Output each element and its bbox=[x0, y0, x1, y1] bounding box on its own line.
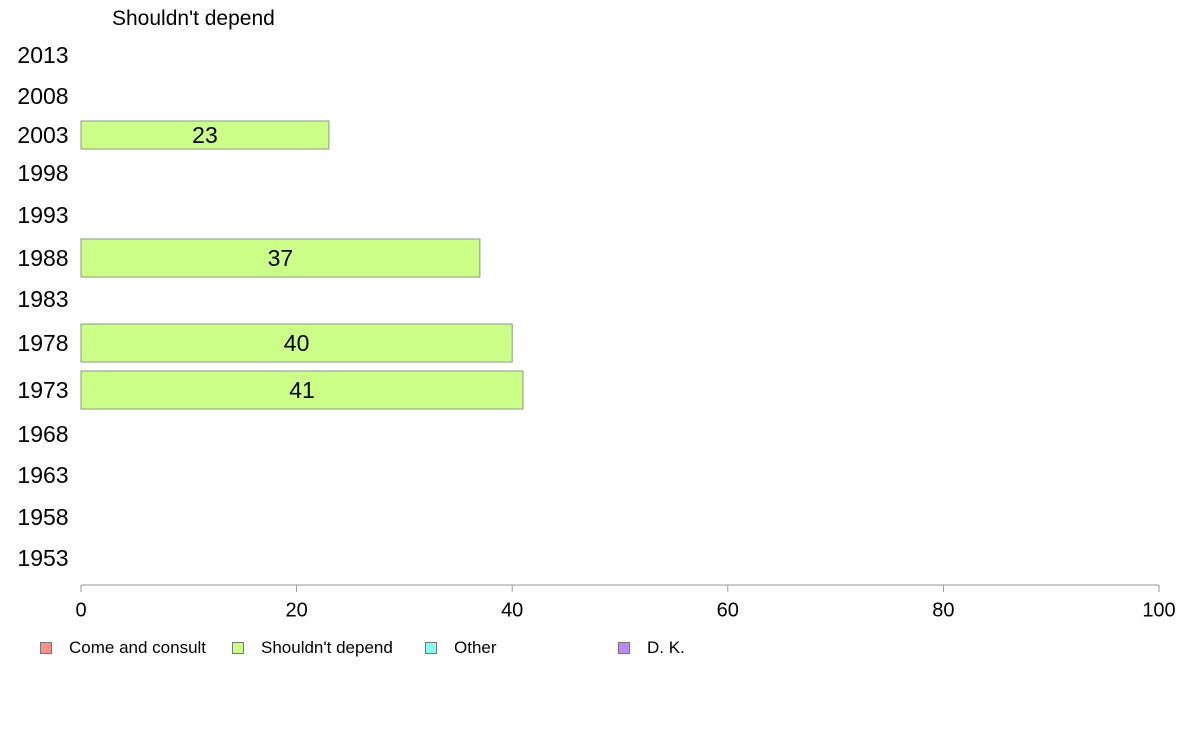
x-tick-label: 20 bbox=[285, 599, 307, 621]
y-tick-label: 2003 bbox=[17, 122, 68, 148]
bar bbox=[80, 238, 481, 278]
bar bbox=[80, 323, 513, 363]
x-tick-label: 80 bbox=[932, 599, 954, 621]
data-label: 23 bbox=[192, 122, 218, 148]
y-tick-label: 1968 bbox=[17, 421, 68, 447]
chart-title: Shouldn't depend bbox=[112, 7, 275, 30]
y-tick-label: 1993 bbox=[17, 202, 68, 228]
y-tick-label: 2013 bbox=[17, 42, 68, 68]
legend-item: D. K. bbox=[618, 638, 685, 658]
data-label: 41 bbox=[289, 377, 315, 403]
x-tick-label: 60 bbox=[717, 599, 739, 621]
legend: Come and consult Shouldn't depend Other D. … bbox=[0, 638, 1188, 662]
y-tick-label: 1998 bbox=[17, 160, 68, 186]
legend-item: Other bbox=[425, 638, 497, 658]
data-label: 40 bbox=[284, 330, 310, 356]
bar bbox=[80, 370, 524, 410]
legend-label: D. K. bbox=[647, 638, 685, 657]
y-tick-label: 1963 bbox=[17, 462, 68, 488]
y-tick-label: 1988 bbox=[17, 245, 68, 271]
y-tick-label: 1953 bbox=[17, 545, 68, 571]
legend-swatch bbox=[425, 642, 437, 654]
bar bbox=[80, 120, 330, 150]
legend-item: Come and consult bbox=[40, 638, 206, 658]
legend-label: Shouldn't depend bbox=[261, 638, 393, 657]
legend-swatch bbox=[40, 642, 52, 654]
legend-item: Shouldn't depend bbox=[232, 638, 393, 658]
x-tick-label: 40 bbox=[501, 599, 523, 621]
legend-swatch bbox=[618, 642, 630, 654]
y-tick-label: 1958 bbox=[17, 504, 68, 530]
x-tick-label: 0 bbox=[75, 599, 86, 621]
y-tick-label: 2008 bbox=[17, 83, 68, 109]
y-tick-label: 1978 bbox=[17, 330, 68, 356]
y-tick-label: 1983 bbox=[17, 286, 68, 312]
x-tick-label: 100 bbox=[1142, 599, 1175, 621]
legend-label: Other bbox=[454, 638, 497, 657]
data-label: 37 bbox=[268, 245, 294, 271]
legend-label: Come and consult bbox=[69, 638, 207, 657]
legend-swatch bbox=[232, 642, 244, 654]
y-tick-label: 1973 bbox=[17, 377, 68, 403]
